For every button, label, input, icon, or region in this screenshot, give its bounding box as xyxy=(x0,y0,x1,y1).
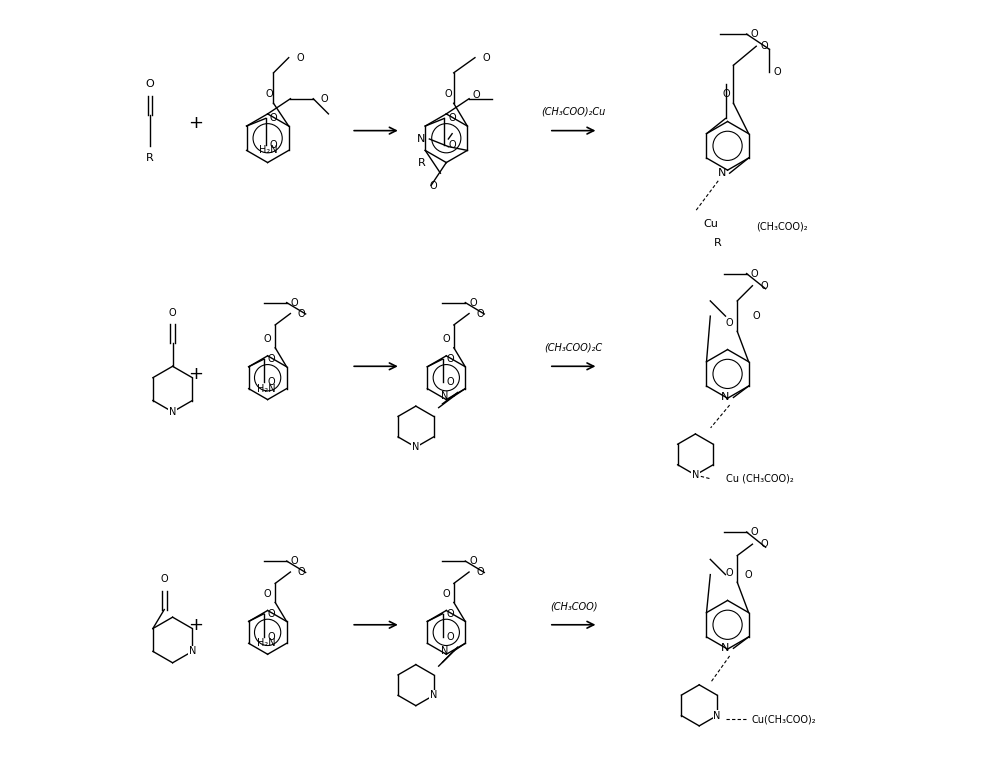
Text: N: N xyxy=(169,407,176,417)
Text: O: O xyxy=(744,570,752,580)
Text: Cu(CH₃COO)₂: Cu(CH₃COO)₂ xyxy=(751,714,816,724)
Text: O: O xyxy=(291,298,298,307)
Text: O: O xyxy=(750,29,758,39)
Text: N: N xyxy=(721,643,729,653)
Text: Cu (CH₃COO)₂: Cu (CH₃COO)₂ xyxy=(726,474,793,484)
Text: O: O xyxy=(266,89,274,99)
Text: O: O xyxy=(443,334,450,344)
Text: O: O xyxy=(429,181,437,191)
Text: O: O xyxy=(448,114,456,124)
Text: N: N xyxy=(430,691,438,700)
Text: O: O xyxy=(445,89,453,99)
Text: (CH₃COO)₂: (CH₃COO)₂ xyxy=(756,221,808,231)
Text: O: O xyxy=(760,281,767,291)
Text: O: O xyxy=(270,114,277,124)
Text: O: O xyxy=(447,632,454,642)
Text: R: R xyxy=(714,238,722,248)
Text: H₂N: H₂N xyxy=(257,384,275,394)
Text: O: O xyxy=(470,298,477,307)
Text: +: + xyxy=(188,365,203,383)
Text: O: O xyxy=(268,377,276,387)
Text: O: O xyxy=(268,609,276,619)
Text: O: O xyxy=(291,556,298,566)
Text: O: O xyxy=(321,94,329,104)
Text: (CH₃COO): (CH₃COO) xyxy=(549,601,597,611)
Text: H₂N: H₂N xyxy=(257,639,275,649)
Text: O: O xyxy=(298,308,306,318)
Text: O: O xyxy=(726,568,733,578)
Text: O: O xyxy=(298,567,306,577)
Text: O: O xyxy=(447,377,454,387)
Text: O: O xyxy=(726,317,733,327)
Text: O: O xyxy=(760,539,767,549)
Text: N: N xyxy=(413,443,420,452)
Text: O: O xyxy=(483,53,491,63)
Text: O: O xyxy=(268,354,276,364)
Text: O: O xyxy=(169,308,177,318)
Text: N: N xyxy=(721,392,729,402)
Text: N: N xyxy=(189,646,196,656)
Text: Cu: Cu xyxy=(703,219,718,229)
Text: O: O xyxy=(473,90,481,100)
Text: O: O xyxy=(161,575,168,584)
Text: O: O xyxy=(722,89,729,99)
Text: O: O xyxy=(264,334,272,344)
Text: O: O xyxy=(268,632,276,642)
Text: +: + xyxy=(188,616,203,634)
Text: O: O xyxy=(146,79,154,89)
Text: N: N xyxy=(442,391,449,401)
Text: O: O xyxy=(750,269,758,278)
Text: R: R xyxy=(418,158,426,168)
Text: (CH₃COO)₂C: (CH₃COO)₂C xyxy=(544,343,602,353)
Text: O: O xyxy=(477,308,485,318)
Text: O: O xyxy=(477,567,485,577)
Text: N: N xyxy=(418,134,426,144)
Text: O: O xyxy=(297,53,304,63)
Text: N: N xyxy=(442,646,449,656)
Text: O: O xyxy=(750,527,758,537)
Text: O: O xyxy=(470,556,477,566)
Text: O: O xyxy=(443,588,450,599)
Text: O: O xyxy=(773,67,781,77)
Text: R: R xyxy=(146,153,154,163)
Text: O: O xyxy=(447,609,454,619)
Text: O: O xyxy=(752,311,759,321)
Text: H₂N: H₂N xyxy=(259,146,278,156)
Text: O: O xyxy=(264,588,272,599)
Text: O: O xyxy=(270,140,277,150)
Text: N: N xyxy=(713,710,720,720)
Text: O: O xyxy=(447,354,454,364)
Text: +: + xyxy=(188,114,203,132)
Text: (CH₃COO)₂Cu: (CH₃COO)₂Cu xyxy=(541,107,605,117)
Text: N: N xyxy=(691,470,699,480)
Text: O: O xyxy=(448,140,456,150)
Text: N: N xyxy=(717,168,726,179)
Text: O: O xyxy=(760,41,767,51)
